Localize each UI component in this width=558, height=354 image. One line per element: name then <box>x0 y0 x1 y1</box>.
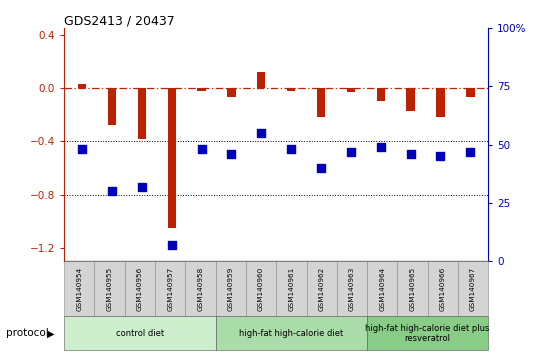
Point <box>167 242 176 247</box>
Bar <box>458 261 488 316</box>
Text: ▶: ▶ <box>47 329 55 338</box>
Bar <box>138 88 146 139</box>
Bar <box>436 88 445 118</box>
Bar <box>317 88 325 118</box>
Text: GSM140961: GSM140961 <box>288 267 295 311</box>
Text: control diet: control diet <box>116 329 164 338</box>
Point <box>137 184 146 189</box>
Bar <box>198 88 206 91</box>
Text: protocol: protocol <box>6 329 49 338</box>
Bar <box>306 261 337 316</box>
Text: GSM140958: GSM140958 <box>198 267 204 311</box>
Text: GSM140962: GSM140962 <box>319 267 325 311</box>
Text: GSM140966: GSM140966 <box>440 267 446 311</box>
Text: high-fat high-calorie diet plus
resveratrol: high-fat high-calorie diet plus resverat… <box>365 324 490 343</box>
Point <box>78 147 86 152</box>
Bar <box>108 88 116 125</box>
Bar <box>64 316 215 350</box>
Bar <box>246 261 276 316</box>
Bar <box>337 261 367 316</box>
Text: GSM140954: GSM140954 <box>76 267 83 311</box>
Bar <box>94 261 125 316</box>
Bar <box>185 261 215 316</box>
Bar <box>215 261 246 316</box>
Point <box>347 149 355 154</box>
Text: GSM140965: GSM140965 <box>410 267 416 311</box>
Bar <box>276 261 306 316</box>
Point <box>227 151 236 157</box>
Bar <box>397 261 427 316</box>
Point <box>406 151 415 157</box>
Bar <box>125 261 155 316</box>
Bar <box>167 88 176 228</box>
Point <box>316 165 325 171</box>
Bar <box>466 88 474 97</box>
Text: GSM140967: GSM140967 <box>470 267 476 311</box>
Text: GDS2413 / 20437: GDS2413 / 20437 <box>64 14 175 27</box>
Point <box>376 144 385 150</box>
Text: GSM140963: GSM140963 <box>349 267 355 311</box>
Bar <box>427 261 458 316</box>
Point <box>197 147 206 152</box>
Text: GSM140955: GSM140955 <box>107 267 113 311</box>
Point <box>108 188 117 194</box>
Text: high-fat high-calorie diet: high-fat high-calorie diet <box>239 329 344 338</box>
Point <box>287 147 296 152</box>
Text: GSM140957: GSM140957 <box>167 267 173 311</box>
Bar <box>257 72 266 88</box>
Bar <box>155 261 185 316</box>
Text: GSM140960: GSM140960 <box>258 267 264 311</box>
Bar <box>78 84 86 88</box>
Point <box>436 153 445 159</box>
Bar <box>287 88 295 91</box>
Bar <box>227 88 235 97</box>
Text: GSM140964: GSM140964 <box>379 267 385 311</box>
Bar <box>406 88 415 111</box>
Text: GSM140956: GSM140956 <box>137 267 143 311</box>
Point <box>257 130 266 136</box>
Bar <box>367 316 488 350</box>
Text: GSM140959: GSM140959 <box>228 267 234 311</box>
Bar <box>347 88 355 92</box>
Bar <box>64 261 94 316</box>
Point <box>466 149 475 154</box>
Bar <box>377 88 385 102</box>
Bar <box>367 261 397 316</box>
Bar <box>215 316 367 350</box>
